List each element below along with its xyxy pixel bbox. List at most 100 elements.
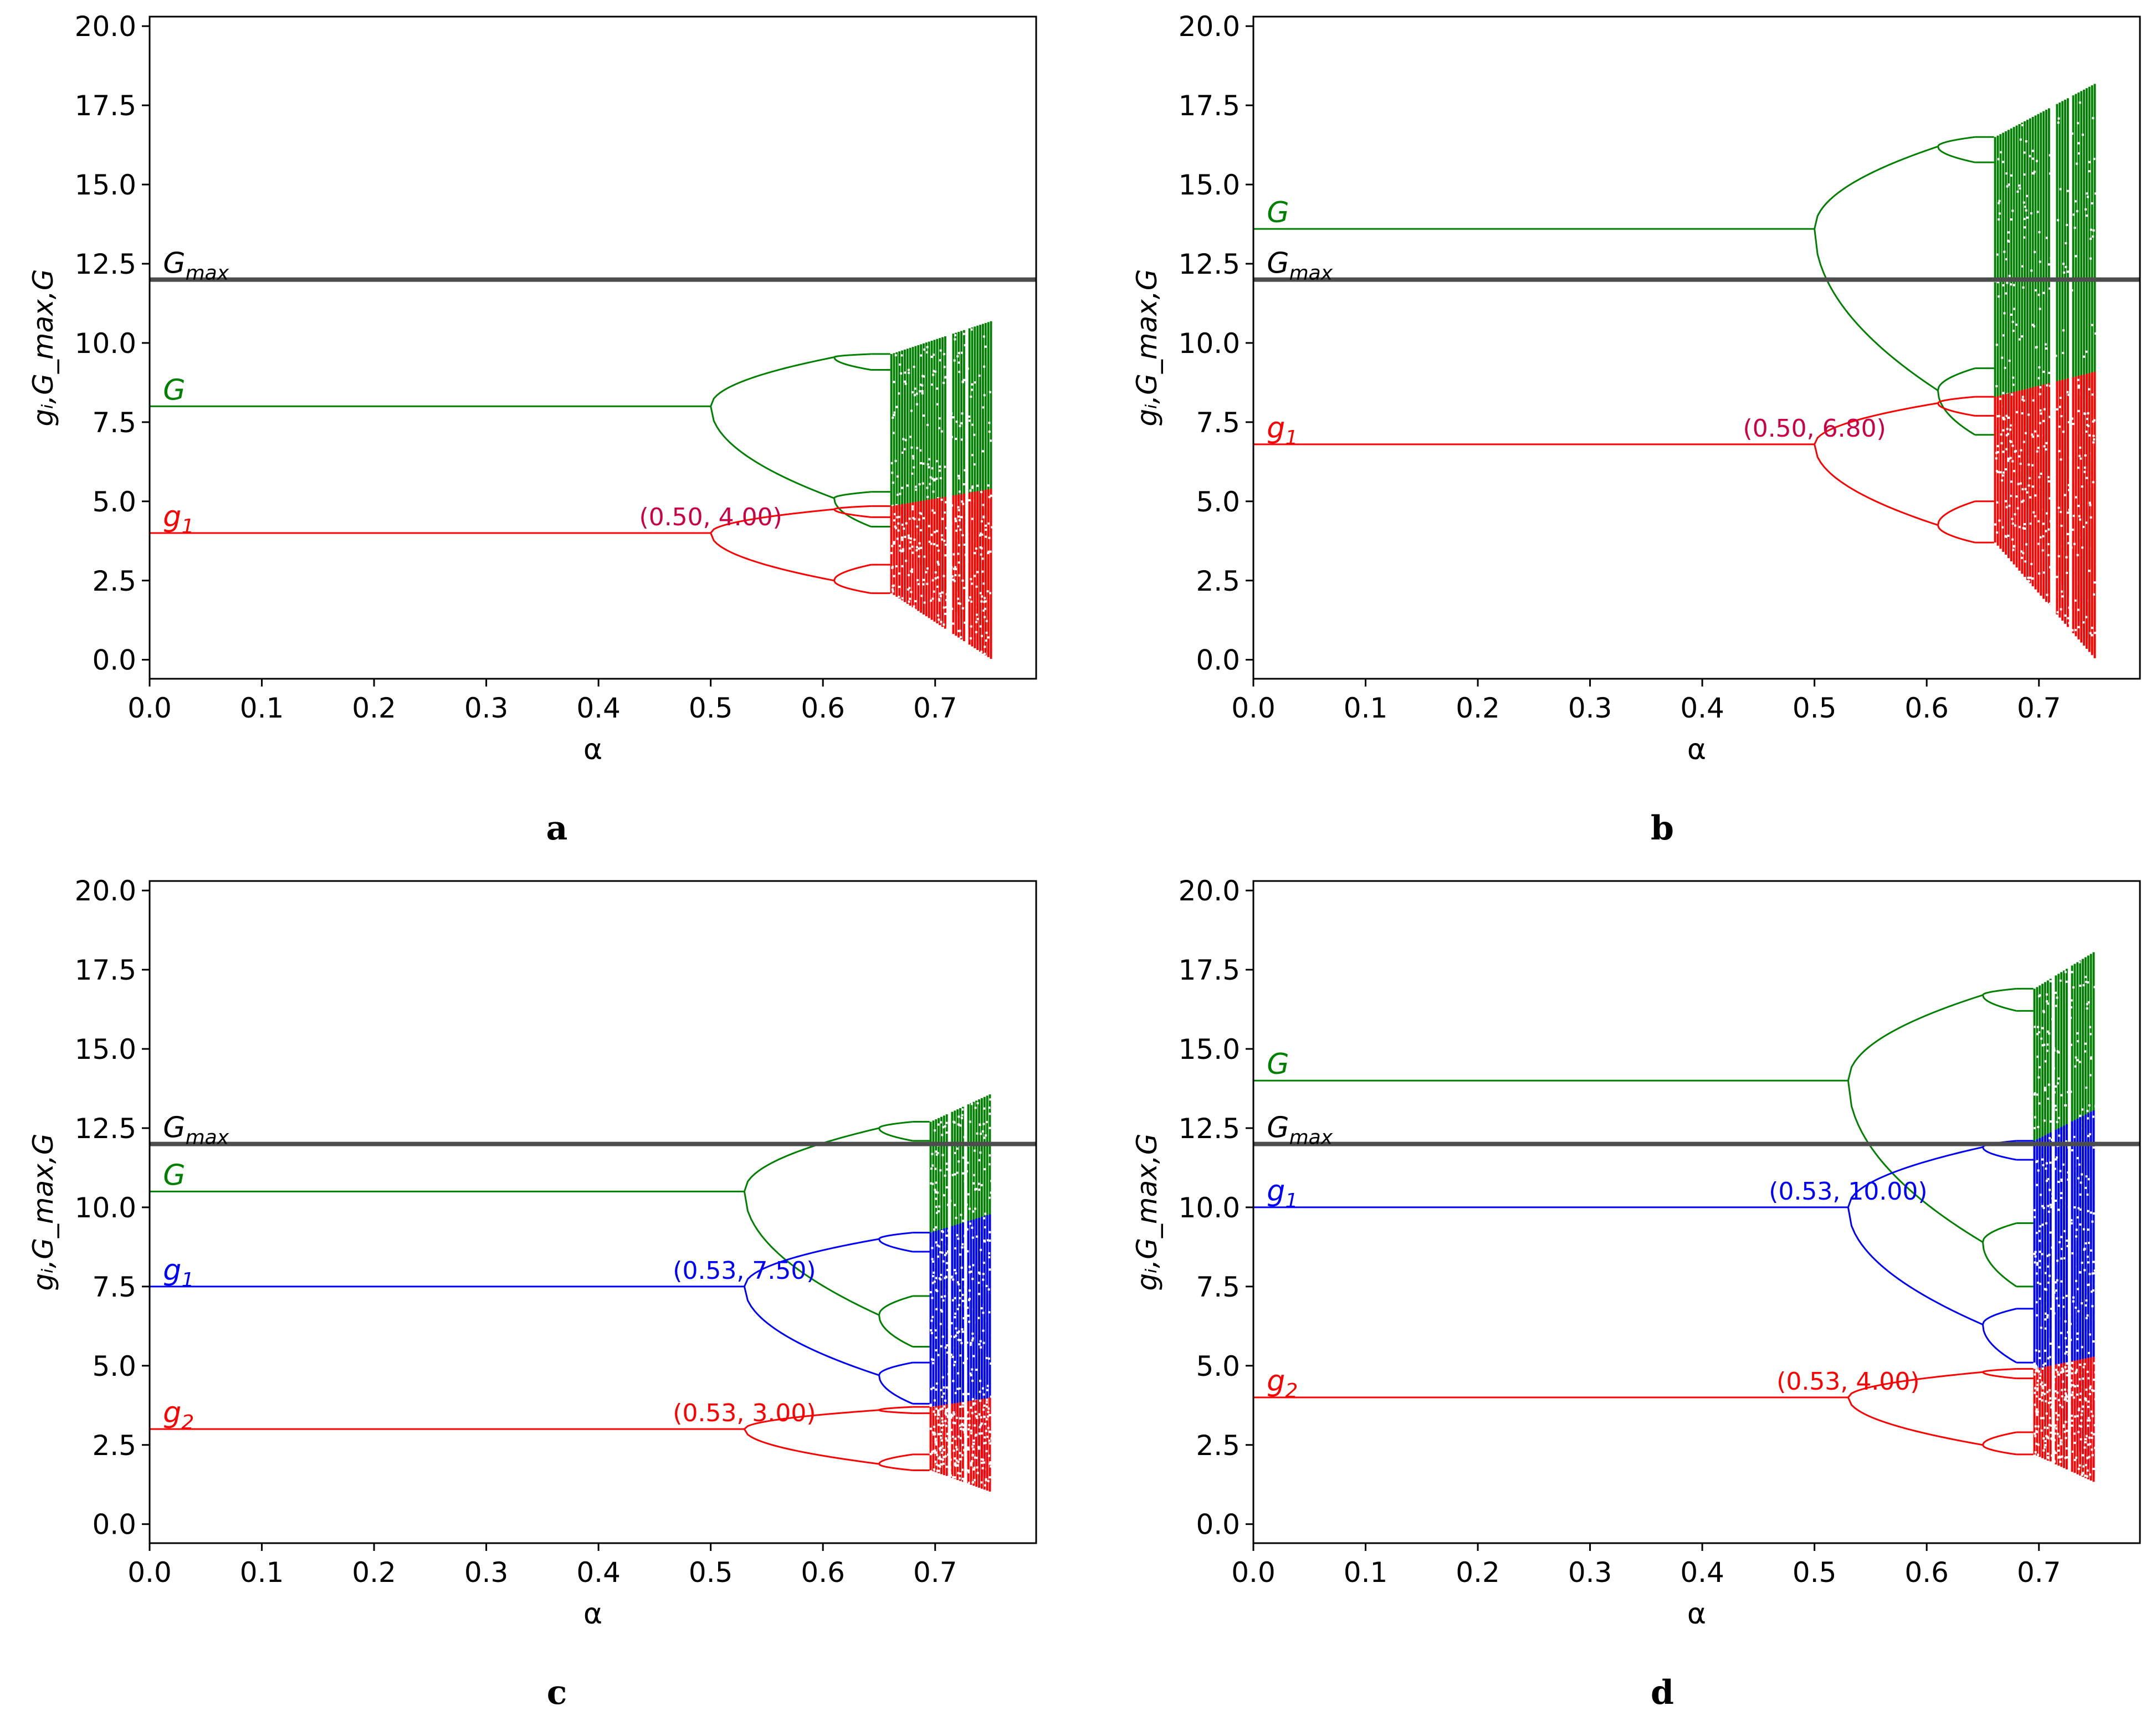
- series-g2-upper-branch: [1847, 1371, 1983, 1398]
- y-tick-label-4: 10.0: [1179, 327, 1240, 360]
- x-tick-label-7: 0.7: [2017, 692, 2061, 724]
- y-tick-label-7: 17.5: [75, 90, 136, 122]
- bifurcation-chart-d: 0.0 0.1 0.2 0.3 0.4 0.5 0.6 0.7 0.0 2.5 5.0 7.5 10.0…: [1131, 875, 2141, 1631]
- chart-panel-c: 0.0 0.1 0.2 0.3 0.4 0.5 0.6 0.7 0.0 2.5 5.0 7.5 10.0…: [0, 864, 1072, 1720]
- series-g2-p4-a: [1982, 1368, 2017, 1373]
- series-G-upper-branch: [743, 1127, 879, 1192]
- series-label-g1: g1: [163, 1254, 194, 1292]
- series-g1: [1253, 396, 1994, 544]
- series-g1-speckles: [1994, 378, 2097, 637]
- x-tick-label-5: 0.5: [1793, 1556, 1837, 1589]
- x-tick-label-0: 0.0: [127, 692, 172, 724]
- y-tick-label-6: 15.0: [1179, 1033, 1240, 1066]
- series-label-g1-sub: 1: [1285, 1190, 1298, 1212]
- x-tick-label-3: 0.3: [464, 692, 509, 724]
- y-tick-label-8: 20.0: [1179, 875, 1240, 907]
- series-g2-p4-c: [878, 1453, 913, 1464]
- x-tick-label-4: 0.4: [576, 1556, 621, 1589]
- x-tick-label-4: 0.4: [1680, 692, 1724, 724]
- series-G: [150, 353, 890, 528]
- series-g1-p4-a: [878, 1232, 913, 1240]
- plot-frame: [1252, 16, 2141, 680]
- series-label-g2-sub: 2: [1285, 1380, 1298, 1402]
- y-tick-label-7: 17.5: [75, 954, 136, 986]
- series-g1-p4-c: [1937, 500, 1975, 526]
- series-G-p4-c: [1937, 367, 1975, 391]
- y-tick-label-1: 2.5: [1196, 1430, 1240, 1462]
- series-G-p4-a: [1937, 136, 1975, 147]
- series-g1-p4-b: [833, 509, 872, 518]
- gmax-label-sub: max: [1289, 262, 1333, 285]
- x-tick-label-1: 0.1: [240, 692, 284, 724]
- bifurcation-chart-a: 0.0 0.1 0.2 0.3 0.4 0.5 0.6 0.7 0.0 2.5 5.0 7.5 10.0…: [27, 11, 1037, 766]
- x-axis-label: α: [583, 1597, 602, 1631]
- series-label-g2: g2: [1267, 1365, 1298, 1402]
- x-tick-label-0: 0.0: [127, 1556, 172, 1589]
- annotation-1: (0.53, 3.00): [673, 1399, 816, 1427]
- x-tick-label-5: 0.5: [689, 1556, 733, 1589]
- x-axis-label: α: [583, 733, 602, 766]
- caption-c: c: [546, 1673, 567, 1712]
- series-g1-speckles: [890, 490, 993, 655]
- series-g1: [150, 1232, 930, 1405]
- series-G-lower-branch: [743, 1191, 880, 1316]
- x-tick-label-4: 0.4: [1680, 1556, 1724, 1589]
- y-axis-label: gᵢ,G_max,G: [1131, 1134, 1163, 1291]
- y-tick-label-0: 0.0: [1196, 1509, 1240, 1541]
- series-G-p4-b: [1937, 146, 1975, 163]
- series-G-p4-d: [833, 498, 872, 527]
- x-tick-label-5: 0.5: [689, 692, 733, 724]
- annotation-0: (0.50, 4.00): [639, 503, 782, 531]
- series-g1-lower-branch: [1847, 1207, 1984, 1325]
- y-axis-label: gᵢ,G_max,G: [27, 1134, 59, 1291]
- series-G-lower-branch: [1814, 228, 1939, 391]
- y-tick-label-5: 12.5: [1179, 1113, 1240, 1145]
- x-tick-label-1: 0.1: [1344, 692, 1388, 724]
- y-axis-label: gᵢ,G_max,G: [27, 269, 59, 427]
- y-tick-label-6: 15.0: [75, 1033, 136, 1066]
- annotation-0: (0.53, 10.00): [1769, 1177, 1927, 1206]
- series-labels: Gmax Gg1: [163, 247, 229, 538]
- series-g2: [150, 1406, 930, 1471]
- series-G-p4-c: [1982, 1222, 2017, 1243]
- x-axis-label: α: [1687, 733, 1706, 766]
- series-G-p4-a: [878, 1121, 913, 1129]
- series-g1-p4-a: [1937, 396, 1975, 404]
- series-g1-p4-d: [1937, 525, 1975, 544]
- chart-panel-b: 0.0 0.1 0.2 0.3 0.4 0.5 0.6 0.7 0.0 2.5 5.0 7.5 10.0…: [1104, 0, 2156, 856]
- series-G: [1253, 987, 2034, 1288]
- x-tick-label-1: 0.1: [1344, 1556, 1388, 1589]
- y-tick-label-5: 12.5: [75, 248, 136, 280]
- series-g1-p4-c: [878, 1361, 913, 1376]
- plot-frame: [1252, 880, 2141, 1544]
- series-G-upper-branch: [1814, 146, 1938, 229]
- x-tick-label-6: 0.6: [1904, 1556, 1949, 1589]
- gmax-label-sub: max: [186, 1126, 229, 1149]
- y-tick-label-8: 20.0: [75, 11, 136, 43]
- y-axis-label: gᵢ,G_max,G: [1131, 269, 1163, 427]
- chart-panel-d: 0.0 0.1 0.2 0.3 0.4 0.5 0.6 0.7 0.0 2.5 5.0 7.5 10.0…: [1104, 864, 2156, 1720]
- series-g1-p4-a: [833, 505, 872, 510]
- x-tick-label-0: 0.0: [1231, 692, 1276, 724]
- series-g1-lower-branch: [710, 532, 834, 582]
- series-g1: [1253, 1140, 2034, 1364]
- series-G-p4-b: [1982, 995, 2017, 1012]
- series-g1-chaos-band: [890, 489, 992, 659]
- series-g2-p4-b: [878, 1409, 913, 1415]
- series-g2-p4-c: [1982, 1431, 2017, 1446]
- series-G-p4-b: [833, 357, 872, 371]
- series-labels: Gmax Gg1 g2: [1267, 1048, 1333, 1402]
- y-tick-label-1: 2.5: [92, 565, 136, 597]
- x-tick-label-7: 0.7: [913, 1556, 957, 1589]
- annotation-0: (0.50, 6.80): [1743, 414, 1886, 443]
- series-G-p4-a: [833, 353, 872, 358]
- y-tick-label-2: 5.0: [92, 486, 136, 518]
- plot-frame: [148, 880, 1037, 1544]
- series-labels: Gmax Gg1 g2: [163, 1112, 229, 1435]
- x-tick-label-2: 0.2: [1456, 692, 1500, 724]
- series-g1-p4-b: [1982, 1146, 2017, 1161]
- series-label-G: G: [163, 1159, 185, 1192]
- series-g2-lower-branch: [1847, 1397, 1983, 1446]
- series-g2-speckles: [929, 1399, 993, 1489]
- y-tick-label-2: 5.0: [1196, 486, 1240, 518]
